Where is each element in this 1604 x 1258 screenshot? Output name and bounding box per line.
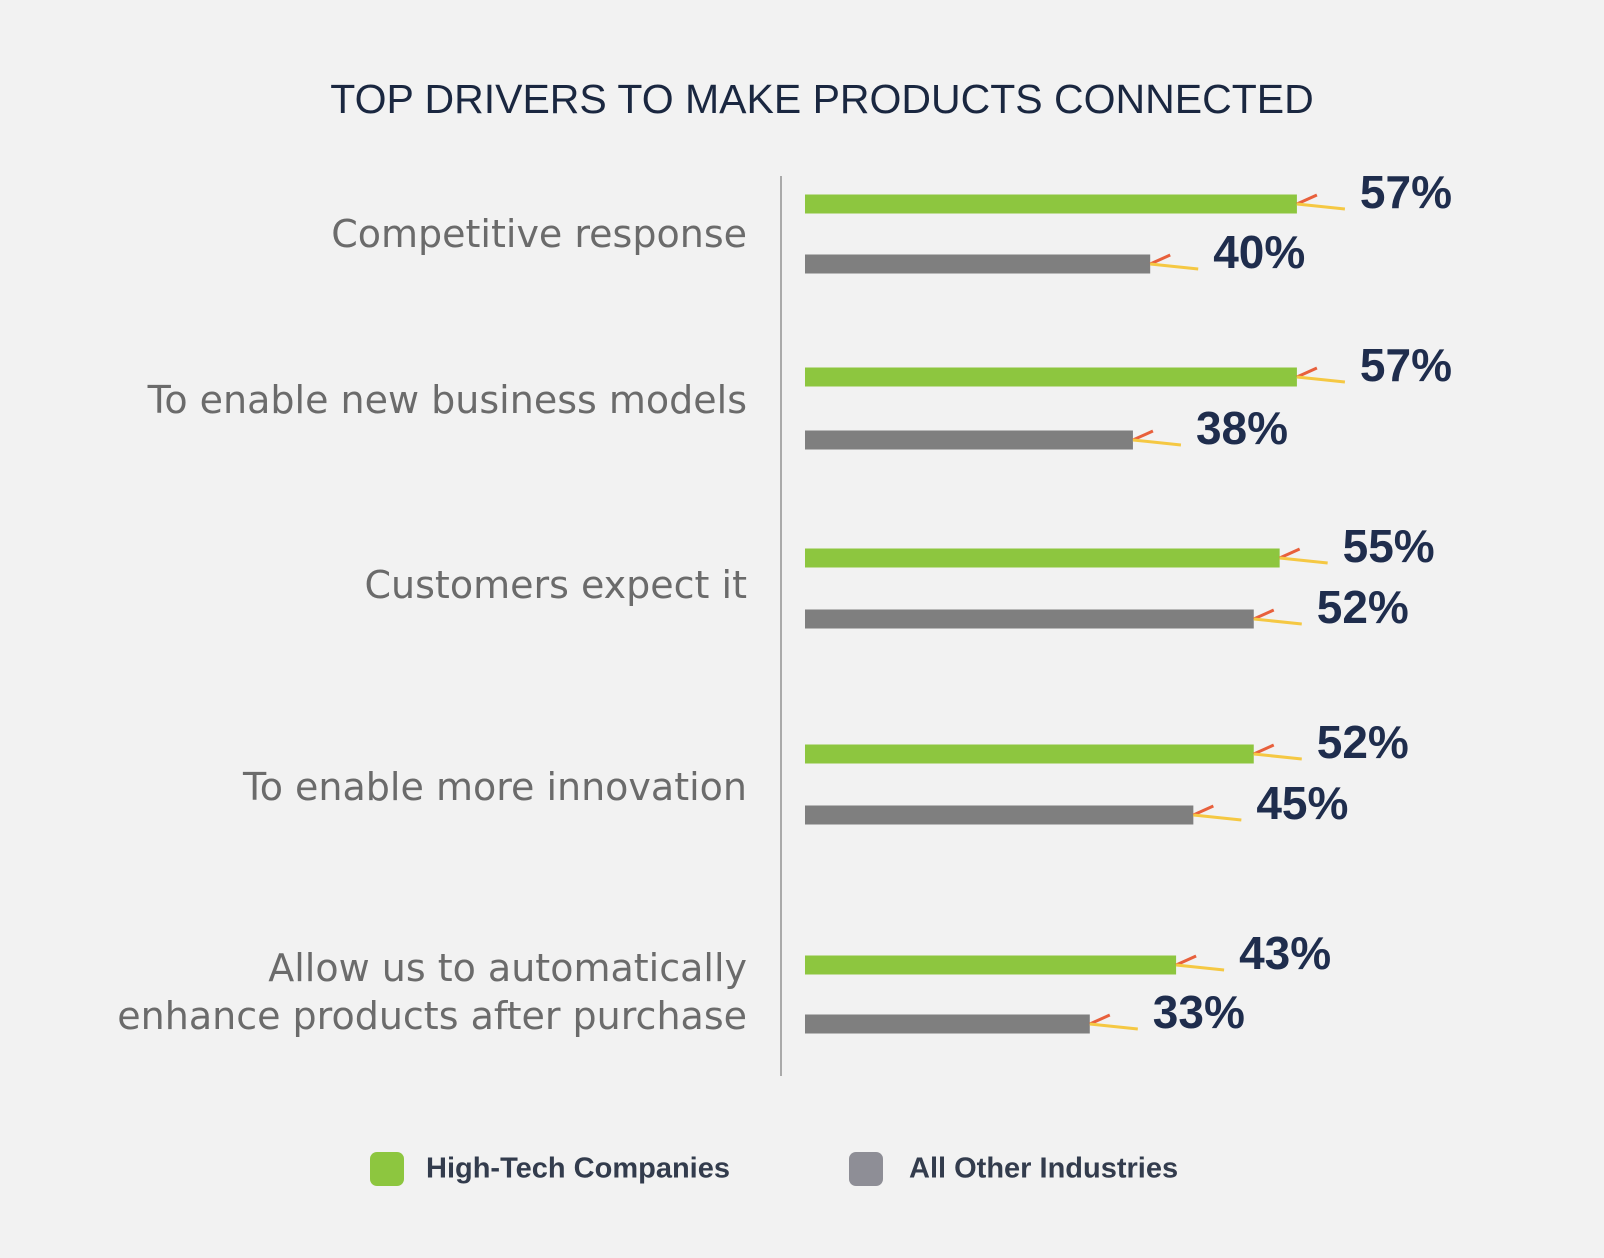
bar-tip <box>1296 375 1346 384</box>
value-label: 57% <box>1360 339 1452 391</box>
value-label: 33% <box>1153 986 1245 1038</box>
bar-tip <box>1253 743 1275 756</box>
value-label: 55% <box>1343 520 1435 572</box>
legend-swatch <box>370 1152 404 1186</box>
chart-title: TOP DRIVERS TO MAKE PRODUCTS CONNECTED <box>330 76 1313 122</box>
bar-tip <box>1279 547 1301 560</box>
category-label: Customers expect it <box>364 563 748 607</box>
value-label: 43% <box>1239 927 1331 979</box>
bar <box>805 430 1133 450</box>
bar-tip <box>1149 253 1171 266</box>
legend-label: All Other Industries <box>909 1153 1178 1185</box>
bar-tip <box>1253 752 1302 761</box>
category-label: Competitive response <box>331 212 747 256</box>
bar-tip <box>1193 813 1242 822</box>
bar <box>805 548 1280 568</box>
value-label: 40% <box>1213 226 1305 278</box>
bar <box>805 254 1151 274</box>
legend-label: High-Tech Companies <box>426 1153 730 1185</box>
bar <box>805 805 1194 825</box>
value-label: 52% <box>1317 716 1409 768</box>
bar-tip <box>1253 617 1302 626</box>
bar <box>805 194 1297 214</box>
bar-tip <box>1296 202 1346 211</box>
bar <box>805 1014 1090 1034</box>
category-label: Allow us to automatically enhance produc… <box>117 946 747 1038</box>
bar-tip <box>1089 1013 1111 1026</box>
value-label: 45% <box>1256 777 1348 829</box>
bar-tip <box>1150 262 1199 271</box>
bar-tip <box>1089 1022 1138 1031</box>
bar-tip <box>1175 963 1225 972</box>
value-label: 52% <box>1317 581 1409 633</box>
bar <box>805 744 1254 764</box>
bar <box>805 609 1254 629</box>
value-label: 57% <box>1360 166 1452 218</box>
category-label: To enable more innovation <box>242 765 747 809</box>
bar-tip <box>1132 429 1154 442</box>
legend-swatch <box>849 1152 883 1186</box>
bar-tip <box>1296 193 1318 206</box>
bar <box>805 367 1297 387</box>
bar-tip <box>1253 608 1275 621</box>
category-label: To enable new business models <box>147 378 747 422</box>
bar-tip <box>1132 438 1182 447</box>
value-label: 38% <box>1196 402 1288 454</box>
bar-tip <box>1175 954 1197 967</box>
bar-tip <box>1192 804 1214 817</box>
bar-tip <box>1279 556 1328 565</box>
bar-tip <box>1296 366 1318 379</box>
bar <box>805 955 1177 975</box>
